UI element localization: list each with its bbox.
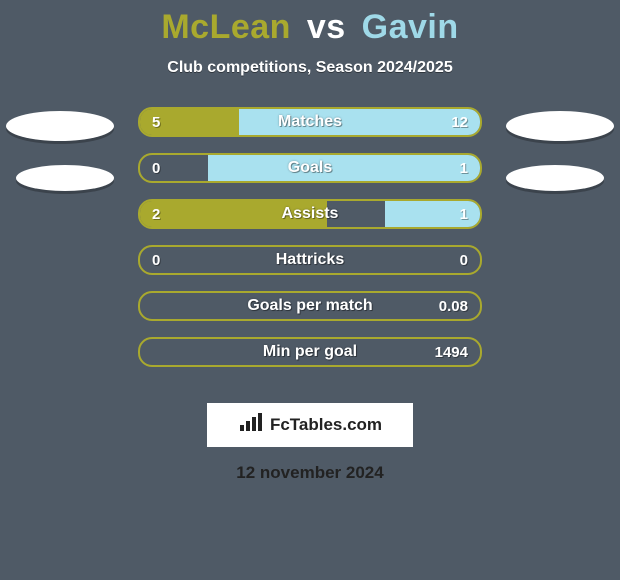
stat-row: 512Matches xyxy=(138,107,482,137)
left-fill xyxy=(140,201,327,227)
right-value: 0.08 xyxy=(439,293,468,319)
date-line: 12 november 2024 xyxy=(0,463,620,483)
player2-badge-top xyxy=(506,111,614,141)
comparison-infographic: McLean vs Gavin Club competitions, Seaso… xyxy=(0,0,620,580)
chart-area: 512Matches01Goals21Assists00Hattricks0.0… xyxy=(0,107,620,397)
player2-name: Gavin xyxy=(362,8,459,46)
stat-row: 21Assists xyxy=(138,199,482,229)
bar-chart-icon xyxy=(238,413,264,438)
stat-label: Hattricks xyxy=(140,247,480,273)
right-value: 1494 xyxy=(435,339,468,365)
stat-row: 0 0Hattricks xyxy=(138,245,482,275)
player1-name: McLean xyxy=(161,8,291,46)
player1-badge-top xyxy=(6,111,114,141)
stat-bars: 512Matches01Goals21Assists00Hattricks0.0… xyxy=(138,107,482,383)
branding-text: FcTables.com xyxy=(270,415,382,435)
left-value: 0 xyxy=(152,247,160,273)
vs-text: vs xyxy=(307,8,346,46)
right-fill xyxy=(385,201,480,227)
right-fill xyxy=(239,109,480,135)
left-value: 0 xyxy=(152,155,160,181)
branding-badge: FcTables.com xyxy=(207,403,413,447)
stat-label: Goals per match xyxy=(140,293,480,319)
right-value: 0 xyxy=(460,247,468,273)
stat-row: 1494Min per goal xyxy=(138,337,482,367)
subtitle: Club competitions, Season 2024/2025 xyxy=(0,59,620,77)
stat-label: Min per goal xyxy=(140,339,480,365)
player1-badge-bottom xyxy=(16,165,114,191)
player2-badge-bottom xyxy=(506,165,604,191)
stat-row: 0.08Goals per match xyxy=(138,291,482,321)
page-title: McLean vs Gavin xyxy=(0,8,620,47)
stat-row: 01Goals xyxy=(138,153,482,183)
right-fill xyxy=(208,155,480,181)
left-fill xyxy=(140,109,239,135)
